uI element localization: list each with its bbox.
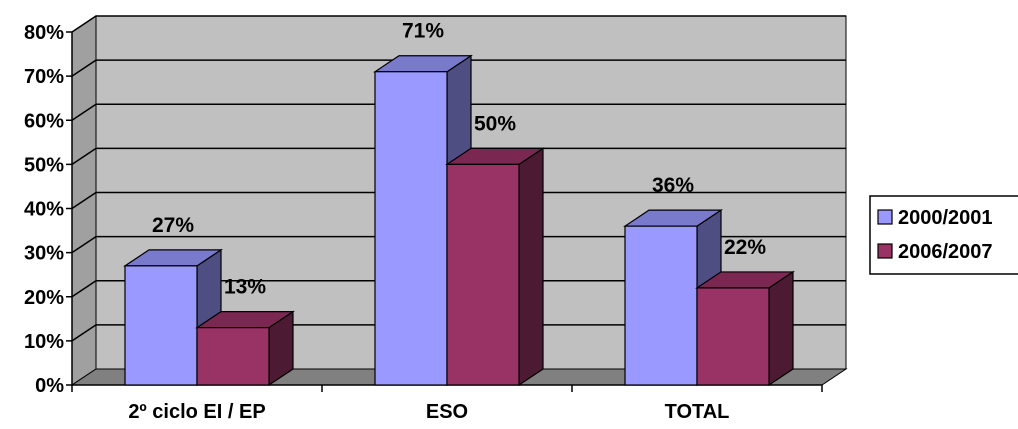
y-tick-label: 60% bbox=[24, 110, 64, 132]
data-labels: 27% 13% 71% 50% 36% 22% bbox=[152, 20, 766, 299]
legend-label: 2006/2007 bbox=[898, 241, 993, 263]
bar-front bbox=[124, 265, 198, 386]
x-tick-label: ESO bbox=[426, 401, 468, 423]
x-axis: 2º ciclo EI / EP ESO TOTAL bbox=[71, 384, 823, 423]
gridline bbox=[71, 147, 846, 165]
data-label: 50% bbox=[474, 112, 516, 135]
gridline bbox=[71, 280, 846, 298]
data-label: 71% bbox=[402, 20, 444, 43]
y-tick-label: 10% bbox=[24, 331, 64, 353]
bar bbox=[695, 270, 795, 387]
bar-front bbox=[196, 327, 270, 386]
y-tick-label: 30% bbox=[24, 243, 64, 265]
bar-front bbox=[446, 163, 520, 386]
x-tick-label: TOTAL bbox=[665, 401, 730, 423]
bars bbox=[123, 54, 795, 387]
bar-front bbox=[624, 225, 698, 386]
bar bbox=[195, 310, 295, 387]
x-tick-label: 2º ciclo EI / EP bbox=[128, 401, 265, 423]
gridline bbox=[71, 103, 846, 121]
gridlines bbox=[71, 15, 846, 342]
gridline bbox=[71, 15, 846, 33]
y-tick-label: 20% bbox=[24, 287, 64, 309]
data-label: 22% bbox=[724, 236, 766, 259]
legend-swatch bbox=[877, 209, 893, 225]
data-label: 36% bbox=[652, 174, 694, 197]
bar-front bbox=[374, 71, 448, 386]
gridline bbox=[71, 235, 846, 254]
y-tick-label: 70% bbox=[24, 66, 64, 88]
legend: 2000/2001 2006/2007 bbox=[869, 195, 1018, 275]
y-tick-label: 0% bbox=[35, 375, 64, 397]
y-axis: 0% 10% 20% 30% 40% 50% 60% 70% 80% bbox=[24, 22, 73, 397]
y-tick-label: 40% bbox=[24, 199, 64, 221]
gridline bbox=[71, 191, 846, 210]
y-tick-label: 80% bbox=[24, 22, 64, 44]
legend-swatch bbox=[877, 243, 893, 259]
y-tick-label: 50% bbox=[24, 154, 64, 176]
bar bbox=[445, 147, 545, 387]
bar-side bbox=[768, 270, 794, 387]
bar-front bbox=[696, 287, 770, 386]
bar-side bbox=[518, 147, 544, 387]
data-label: 27% bbox=[152, 214, 194, 237]
gridline bbox=[71, 59, 846, 77]
gridline bbox=[71, 324, 846, 342]
data-label: 13% bbox=[224, 276, 266, 299]
legend-label: 2000/2001 bbox=[898, 207, 993, 229]
legend-box bbox=[869, 195, 1018, 275]
